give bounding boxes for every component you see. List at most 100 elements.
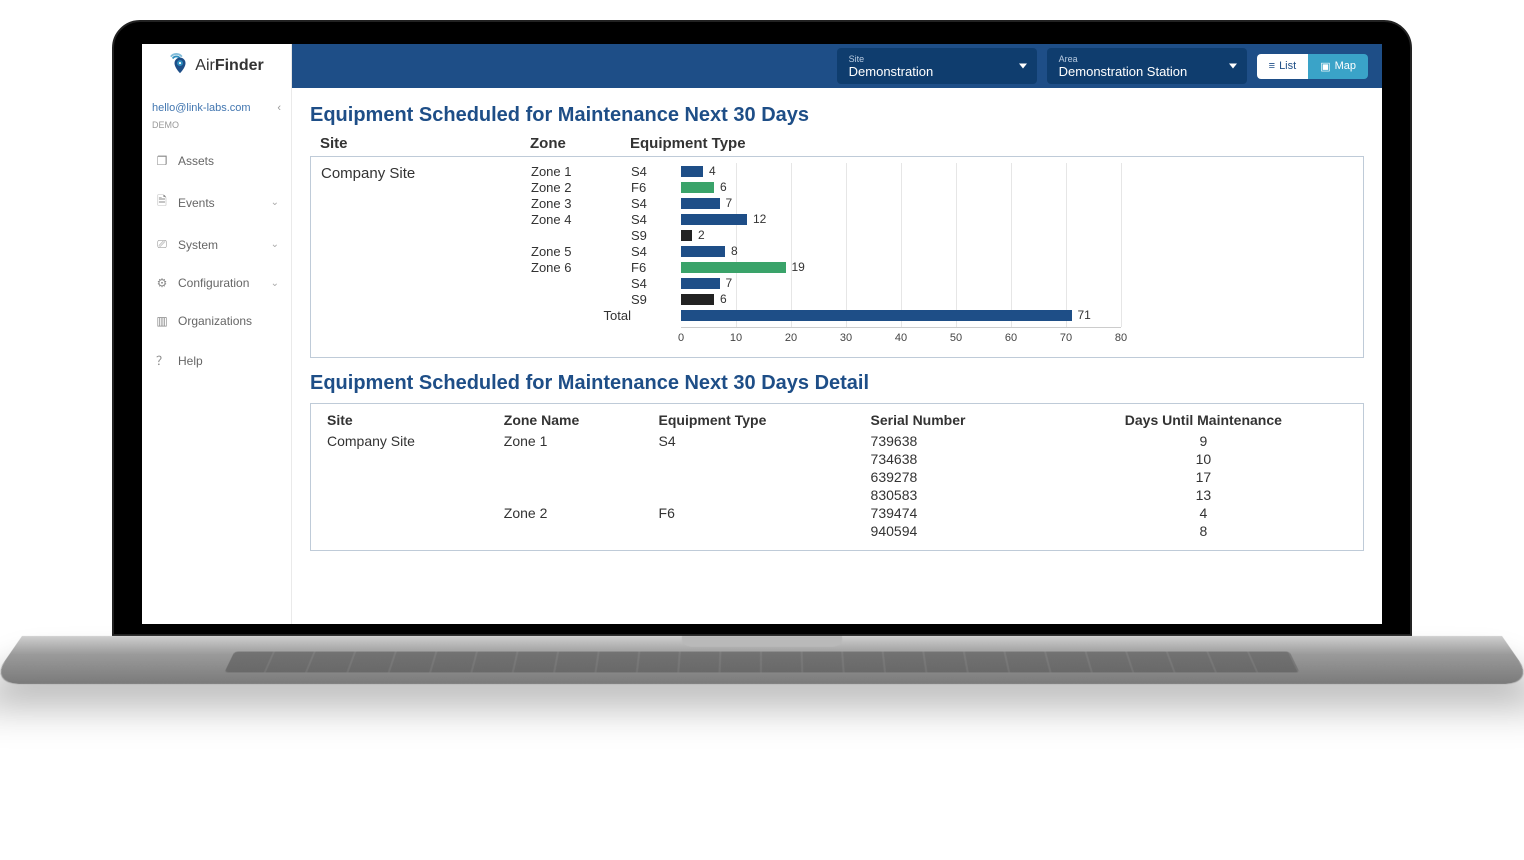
cube-icon: ❐ — [154, 154, 170, 168]
chart-panel: Company Site Zone 1Zone 2Zone 3Zone 4 Zon… — [310, 156, 1364, 358]
table-row: 83058313 — [321, 486, 1353, 504]
table-cell: 4 — [1054, 504, 1353, 522]
chevron-left-icon: ‹ — [277, 102, 281, 114]
chart-bar-row: 12 — [681, 211, 1121, 227]
table-cell: S4 — [653, 432, 865, 450]
chart-zone-label: Total — [531, 307, 631, 323]
sidebar-item-configuration[interactable]: ⚙ Configuration ⌄ — [150, 266, 283, 300]
chart-zone-label — [531, 291, 631, 307]
chart-bar — [681, 182, 714, 193]
chart-equipment-label: S4 — [631, 275, 671, 291]
chart-equipment-label: S4 — [631, 243, 671, 259]
table-cell: 739638 — [865, 432, 1054, 450]
chart-zone-label: Zone 3 — [531, 195, 631, 211]
chart-bar-row: 2 — [681, 227, 1121, 243]
chart-bar-value: 12 — [753, 212, 766, 226]
chart-bar-value: 19 — [792, 260, 805, 274]
sidebar-item-organizations[interactable]: ▥ Organizations — [150, 304, 283, 338]
table-cell: 13 — [1054, 486, 1353, 504]
sidebar-item-label: Events — [178, 196, 215, 210]
axis-tick: 0 — [678, 332, 684, 344]
chart-equipment-label: S4 — [631, 211, 671, 227]
building-icon: ▥ — [154, 314, 170, 328]
table-row: 63927817 — [321, 468, 1353, 486]
detail-column-header: Zone Name — [498, 410, 653, 432]
sidebar-item-assets[interactable]: ❐ Assets — [150, 144, 283, 178]
table-cell — [321, 450, 498, 468]
app-body: hello@link-labs.com ‹ DEMO ❐ Assets 🗎 Ev… — [142, 88, 1382, 624]
axis-tick: 20 — [785, 332, 797, 344]
location-pin-icon — [169, 53, 191, 80]
chart-zone-label: Zone 2 — [531, 179, 631, 195]
detail-table: SiteZone NameEquipment TypeSerial Number… — [321, 410, 1353, 540]
table-cell — [653, 468, 865, 486]
area-selector-value: Demonstration Station — [1059, 64, 1235, 79]
chart-equipment-label: F6 — [631, 179, 671, 195]
map-view-button[interactable]: ▣ Map — [1308, 54, 1368, 79]
laptop-notch — [681, 636, 843, 647]
sidebar-item-events[interactable]: 🗎 Events ⌄ — [150, 182, 283, 223]
axis-tick: 60 — [1005, 332, 1017, 344]
chart-zone-label — [531, 227, 631, 243]
area-selector-label: Area — [1059, 54, 1235, 64]
chart-bar-value: 7 — [726, 276, 733, 290]
brand-text: AirFinder — [195, 57, 263, 75]
sidebar-item-label: Help — [178, 354, 203, 368]
table-cell: 9 — [1054, 432, 1353, 450]
axis-tick: 40 — [895, 332, 907, 344]
chart-gridline — [1121, 163, 1122, 327]
help-icon: ？ — [154, 352, 170, 369]
chart-bar — [681, 214, 747, 225]
brand-logo[interactable]: AirFinder — [142, 44, 292, 88]
top-bar: AirFinder Site Demonstration Area Demons… — [142, 44, 1382, 88]
chevron-down-icon — [1019, 64, 1027, 69]
detail-title: Equipment Scheduled for Maintenance Next… — [310, 372, 1364, 395]
laptop-mockup: AirFinder Site Demonstration Area Demons… — [112, 20, 1412, 696]
chart-bar-row: 71 — [681, 307, 1121, 323]
chart-bar — [681, 294, 714, 305]
chart-equipment-label: S9 — [631, 227, 671, 243]
chart-header-zone: Zone — [530, 135, 630, 152]
site-selector[interactable]: Site Demonstration — [837, 48, 1037, 84]
chart-zone-label: Zone 1 — [531, 163, 631, 179]
chart-zone-label: Zone 4 — [531, 211, 631, 227]
list-icon: ≡ — [1269, 60, 1275, 72]
chart-bar — [681, 310, 1072, 321]
table-cell — [653, 522, 865, 540]
axis-tick: 50 — [950, 332, 962, 344]
chevron-down-icon: ⌄ — [271, 197, 279, 208]
table-cell — [321, 504, 498, 522]
chart-zone-label: Zone 6 — [531, 259, 631, 275]
chart-bar — [681, 246, 725, 257]
chart-bar — [681, 262, 786, 273]
sidebar-item-help[interactable]: ？ Help — [150, 342, 283, 379]
sidebar-user[interactable]: hello@link-labs.com ‹ — [150, 98, 283, 116]
axis-tick: 80 — [1115, 332, 1127, 344]
detail-column-header: Days Until Maintenance — [1054, 410, 1353, 432]
chevron-down-icon: ⌄ — [271, 278, 279, 289]
table-row: Zone 2F67394744 — [321, 504, 1353, 522]
area-selector[interactable]: Area Demonstration Station — [1047, 48, 1247, 84]
chart-site-name: Company Site — [321, 163, 531, 347]
user-org: DEMO — [150, 120, 283, 130]
chart-bar-row: 7 — [681, 195, 1121, 211]
sidebar-item-label: Assets — [178, 154, 214, 168]
chevron-down-icon — [1229, 64, 1237, 69]
table-cell: 639278 — [865, 468, 1054, 486]
table-cell: 10 — [1054, 450, 1353, 468]
chart-equipment-label: S4 — [631, 163, 671, 179]
list-view-button[interactable]: ≡ List — [1257, 54, 1309, 79]
table-cell: F6 — [653, 504, 865, 522]
table-cell — [653, 450, 865, 468]
site-selector-value: Demonstration — [849, 64, 1025, 79]
axis-tick: 30 — [840, 332, 852, 344]
chart-bar — [681, 278, 720, 289]
chart-bar-value: 4 — [709, 164, 716, 178]
axis-tick: 10 — [730, 332, 742, 344]
chart-bar-value: 8 — [731, 244, 738, 258]
list-view-label: List — [1279, 60, 1296, 72]
device-icon: ⎚ — [154, 237, 170, 252]
table-cell: 830583 — [865, 486, 1054, 504]
sidebar-item-system[interactable]: ⎚ System ⌄ — [150, 227, 283, 262]
chart-bar-value: 6 — [720, 180, 727, 194]
